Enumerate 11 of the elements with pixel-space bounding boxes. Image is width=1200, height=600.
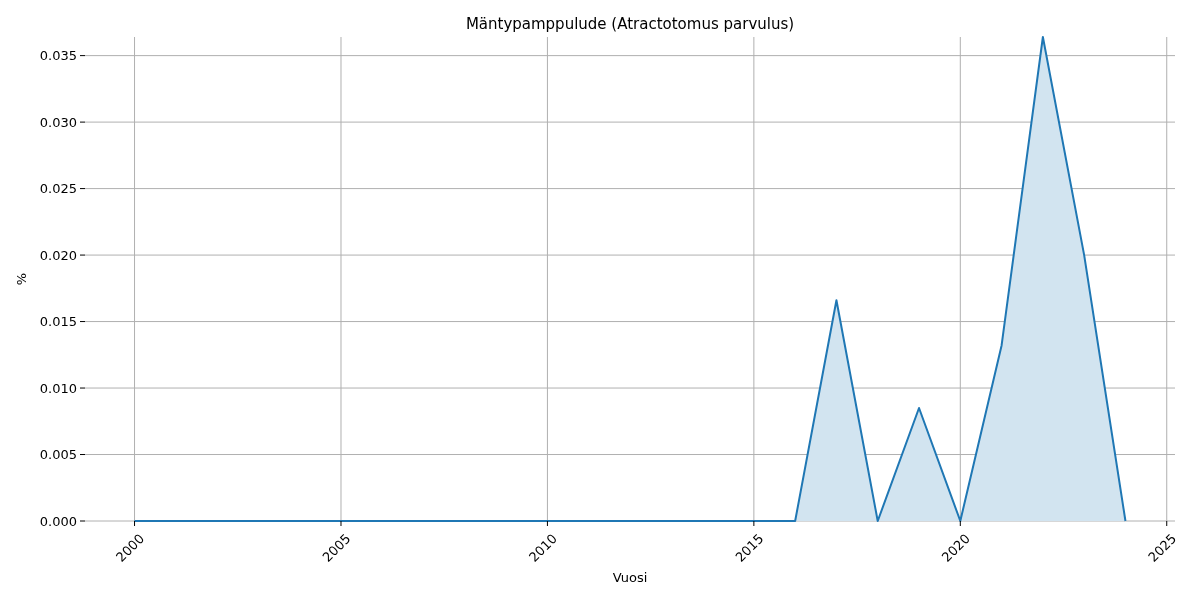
y-axis-title: % bbox=[14, 272, 29, 286]
y-tick-label: 0.020 bbox=[39, 247, 77, 263]
y-tick-label: 0.000 bbox=[39, 513, 77, 529]
chart-title: Mäntypamppulude (Atractotomus parvulus) bbox=[465, 15, 795, 33]
y-tick-label: 0.015 bbox=[39, 314, 77, 330]
y-tick-label: 0.010 bbox=[39, 380, 77, 396]
y-tick-label: 0.035 bbox=[39, 48, 77, 64]
y-tick-label: 0.005 bbox=[39, 447, 77, 463]
y-tick-label: 0.030 bbox=[39, 114, 77, 130]
x-axis-title: Vuosi bbox=[612, 570, 648, 585]
y-tick-label: 0.025 bbox=[39, 181, 77, 197]
